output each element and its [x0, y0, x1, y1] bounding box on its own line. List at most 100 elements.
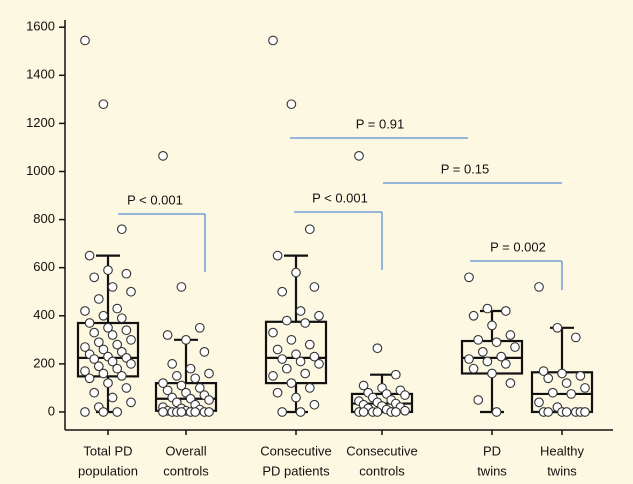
p-value-label: P = 0.15 — [441, 161, 490, 176]
data-point — [487, 368, 497, 379]
data-point — [295, 306, 306, 316]
data-point — [566, 389, 577, 399]
data-point — [464, 272, 474, 283]
data-point — [89, 354, 100, 364]
data-point — [281, 363, 292, 374]
data-point — [304, 339, 315, 350]
x-tick-label: Consecutive — [346, 443, 418, 458]
data-point — [126, 334, 136, 345]
data-point — [580, 383, 590, 393]
data-point — [98, 407, 109, 417]
data-point — [561, 407, 572, 417]
data-point — [510, 342, 520, 352]
data-point — [309, 399, 320, 410]
data-point — [543, 373, 554, 384]
data-point — [89, 387, 100, 398]
data-point — [491, 337, 502, 348]
data-point — [309, 282, 320, 292]
data-point — [181, 334, 191, 345]
data-point — [98, 344, 109, 355]
data-point — [300, 318, 311, 328]
data-point — [107, 356, 118, 367]
data-point — [314, 359, 324, 369]
data-point — [309, 351, 320, 362]
data-point — [171, 371, 182, 381]
data-point — [162, 385, 173, 396]
data-point — [354, 151, 364, 161]
data-point — [98, 368, 109, 379]
data-point — [505, 378, 516, 388]
data-point — [547, 387, 558, 398]
data-point — [473, 334, 484, 345]
data-point — [314, 310, 324, 321]
data-point — [126, 286, 136, 297]
data-point — [277, 354, 288, 364]
data-point — [84, 250, 95, 261]
data-point — [121, 383, 132, 393]
data-point — [543, 407, 554, 417]
data-point — [372, 407, 383, 417]
data-point — [570, 332, 581, 343]
data-point — [505, 330, 516, 340]
data-point — [291, 349, 301, 360]
y-tick-label: 800 — [33, 211, 55, 226]
data-point — [372, 343, 383, 354]
data-point — [277, 407, 288, 417]
p-value-label: P < 0.001 — [312, 190, 368, 205]
data-point — [561, 378, 572, 388]
data-point — [473, 395, 484, 405]
data-point — [286, 334, 297, 345]
y-tick-label: 0 — [48, 403, 55, 418]
data-point — [477, 346, 488, 357]
data-point — [107, 330, 118, 340]
data-point — [176, 282, 187, 292]
data-point — [390, 369, 401, 380]
data-point — [281, 315, 292, 326]
data-point — [190, 407, 201, 417]
data-point — [162, 330, 173, 340]
data-point — [557, 368, 567, 379]
data-point — [103, 378, 113, 388]
data-point — [464, 354, 474, 364]
data-point — [121, 268, 132, 279]
data-point — [112, 363, 123, 374]
data-point — [487, 320, 497, 331]
data-point — [121, 325, 132, 336]
data-point — [116, 313, 127, 324]
data-point — [126, 397, 136, 408]
data-point — [295, 356, 306, 367]
data-point — [500, 359, 511, 369]
data-point — [400, 390, 410, 400]
data-point — [98, 310, 109, 321]
data-point — [300, 368, 311, 379]
x-tick-label: PD — [483, 443, 501, 458]
x-tick-label: controls — [163, 463, 209, 478]
data-point — [204, 407, 214, 417]
data-point — [194, 322, 205, 333]
x-tick-label: twins — [547, 463, 577, 478]
data-point — [93, 361, 104, 372]
data-point — [204, 368, 214, 379]
x-tick-label: twins — [477, 463, 507, 478]
data-point — [272, 250, 283, 261]
data-point — [112, 339, 123, 350]
data-point — [468, 363, 479, 374]
data-point — [167, 359, 178, 369]
data-point — [199, 346, 210, 357]
x-tick-label: Overall — [165, 443, 206, 458]
data-point — [500, 306, 511, 316]
data-point — [185, 363, 196, 374]
data-point — [482, 356, 493, 367]
data-point — [358, 380, 369, 391]
x-tick-label: PD patients — [262, 463, 330, 478]
data-point — [291, 392, 301, 403]
y-tick-label: 1400 — [26, 67, 55, 82]
data-point — [358, 407, 369, 417]
data-point — [291, 267, 301, 278]
data-point — [204, 395, 214, 405]
data-point — [268, 35, 278, 46]
y-tick-label: 1200 — [26, 115, 55, 130]
data-point — [482, 303, 493, 314]
data-point — [112, 303, 123, 314]
data-point — [534, 397, 544, 408]
